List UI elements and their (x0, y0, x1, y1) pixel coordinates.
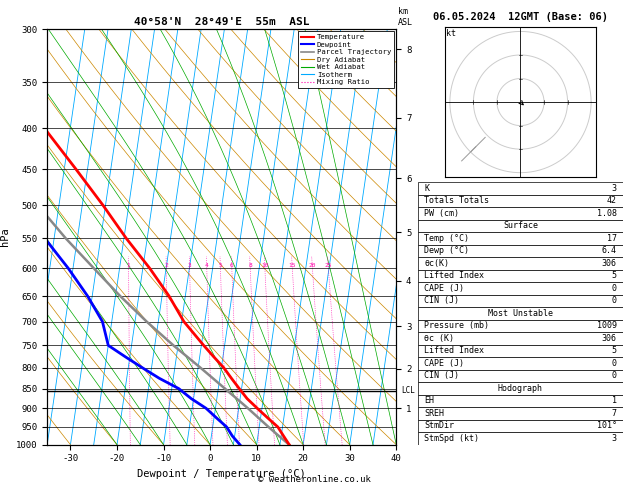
Text: Hodograph: Hodograph (498, 384, 543, 393)
Text: θc (K): θc (K) (425, 334, 454, 343)
Text: CIN (J): CIN (J) (425, 371, 459, 381)
Text: 306: 306 (601, 259, 616, 268)
Text: kt: kt (447, 29, 457, 38)
Text: km
ASL: km ASL (398, 7, 413, 27)
Bar (418, 420, 623, 432)
Bar (418, 307, 623, 320)
X-axis label: Dewpoint / Temperature (°C): Dewpoint / Temperature (°C) (137, 469, 306, 479)
Text: Surface: Surface (503, 222, 538, 230)
Text: 15: 15 (289, 263, 296, 268)
Text: StmSpd (kt): StmSpd (kt) (425, 434, 479, 443)
Text: 7: 7 (611, 409, 616, 418)
Text: 1: 1 (126, 263, 130, 268)
Bar (418, 245, 623, 257)
Text: 06.05.2024  12GMT (Base: 06): 06.05.2024 12GMT (Base: 06) (433, 12, 608, 22)
Bar (418, 295, 623, 307)
Text: 5: 5 (611, 347, 616, 355)
Text: © weatheronline.co.uk: © weatheronline.co.uk (258, 474, 371, 484)
Text: 3: 3 (611, 434, 616, 443)
Text: 5: 5 (218, 263, 222, 268)
Text: 3: 3 (187, 263, 191, 268)
Text: 5: 5 (611, 272, 616, 280)
Text: 25: 25 (325, 263, 332, 268)
Text: EH: EH (425, 397, 435, 405)
Bar (418, 432, 623, 445)
Text: 10: 10 (261, 263, 269, 268)
Text: 17: 17 (606, 234, 616, 243)
Text: Totals Totals: Totals Totals (425, 196, 489, 206)
Bar (418, 395, 623, 407)
Y-axis label: Mixing Ratio (g/kg): Mixing Ratio (g/kg) (450, 181, 460, 293)
Text: CAPE (J): CAPE (J) (425, 359, 464, 368)
Bar (418, 207, 623, 220)
Text: 4: 4 (205, 263, 209, 268)
Bar (418, 257, 623, 270)
Text: Temp (°C): Temp (°C) (425, 234, 469, 243)
Text: 101°: 101° (596, 421, 616, 431)
Text: 6: 6 (230, 263, 233, 268)
Text: 0: 0 (611, 371, 616, 381)
Text: CIN (J): CIN (J) (425, 296, 459, 306)
Text: Pressure (mb): Pressure (mb) (425, 321, 489, 330)
Text: LCL: LCL (401, 386, 415, 395)
Bar (418, 345, 623, 357)
Text: 0: 0 (611, 284, 616, 293)
Bar (418, 332, 623, 345)
Bar (418, 232, 623, 245)
Bar (418, 357, 623, 370)
Bar (418, 370, 623, 382)
Text: 6.4: 6.4 (601, 246, 616, 256)
Text: Lifted Index: Lifted Index (425, 272, 484, 280)
Text: Lifted Index: Lifted Index (425, 347, 484, 355)
Bar (418, 270, 623, 282)
Text: Most Unstable: Most Unstable (488, 309, 553, 318)
Text: Dewp (°C): Dewp (°C) (425, 246, 469, 256)
Text: 3: 3 (611, 184, 616, 193)
Bar (418, 320, 623, 332)
Legend: Temperature, Dewpoint, Parcel Trajectory, Dry Adiabat, Wet Adiabat, Isotherm, Mi: Temperature, Dewpoint, Parcel Trajectory… (298, 31, 394, 88)
Text: 20: 20 (308, 263, 316, 268)
Text: PW (cm): PW (cm) (425, 209, 459, 218)
Text: 1: 1 (611, 397, 616, 405)
Text: 1009: 1009 (596, 321, 616, 330)
Title: 40°58'N  28°49'E  55m  ASL: 40°58'N 28°49'E 55m ASL (134, 17, 309, 27)
Text: SREH: SREH (425, 409, 445, 418)
Text: 2: 2 (164, 263, 168, 268)
Bar (418, 220, 623, 232)
Text: 306: 306 (601, 334, 616, 343)
Text: CAPE (J): CAPE (J) (425, 284, 464, 293)
Text: 0: 0 (611, 359, 616, 368)
Text: K: K (425, 184, 430, 193)
Bar (418, 407, 623, 420)
Bar (418, 282, 623, 295)
Bar (418, 195, 623, 207)
Text: 0: 0 (611, 296, 616, 306)
Y-axis label: hPa: hPa (1, 227, 11, 246)
Text: θc(K): θc(K) (425, 259, 449, 268)
Bar (418, 182, 623, 195)
Text: StmDir: StmDir (425, 421, 454, 431)
Text: 42: 42 (606, 196, 616, 206)
Text: 8: 8 (248, 263, 252, 268)
Text: 1.08: 1.08 (596, 209, 616, 218)
Bar (418, 382, 623, 395)
